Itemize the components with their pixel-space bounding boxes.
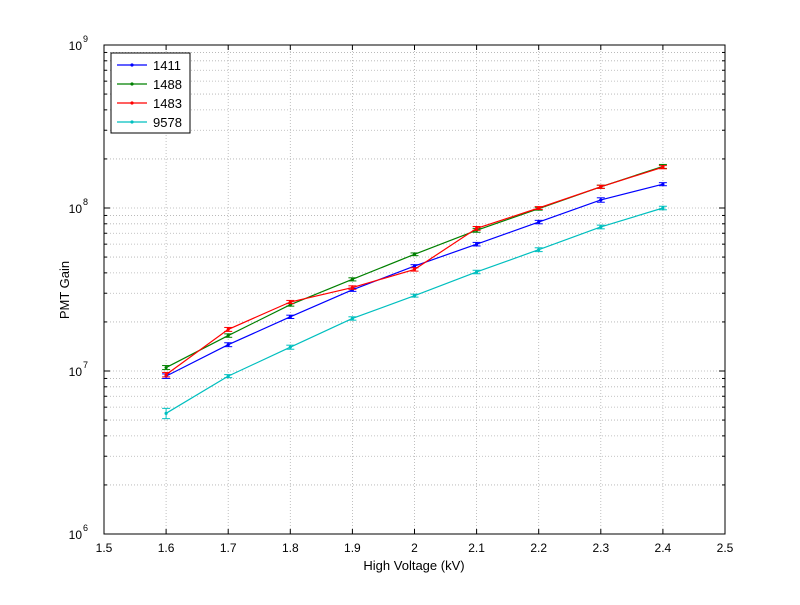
- x-tick-label: 1.7: [220, 541, 237, 555]
- data-point-1411: [661, 182, 665, 186]
- data-point-1411: [226, 343, 230, 347]
- x-tick-label: 1.6: [158, 541, 175, 555]
- legend: 1411 1488 1483 9578: [110, 52, 191, 134]
- data-point-1411: [475, 242, 479, 246]
- series-layer: [162, 163, 667, 420]
- plot-area: [104, 45, 725, 534]
- x-tick-label: 1.9: [344, 541, 361, 555]
- y-tick-label-exponent: 7: [83, 360, 88, 370]
- legend-marker-9578: [130, 120, 134, 124]
- legend-label: 1483: [153, 96, 182, 111]
- y-tick-label-exponent: 9: [83, 34, 88, 44]
- data-point-1483: [164, 373, 168, 377]
- data-point-1483: [661, 165, 665, 169]
- y-tick-label-exponent: 6: [83, 523, 88, 533]
- legend-marker-1411: [130, 63, 134, 67]
- y-tick-label-base: 10: [69, 365, 83, 379]
- data-point-1411: [537, 220, 541, 224]
- data-point-1488: [350, 277, 354, 281]
- data-point-1483: [537, 206, 541, 210]
- y-tick-label-base: 10: [69, 528, 83, 542]
- data-point-1483: [599, 185, 603, 189]
- data-point-1483: [226, 327, 230, 331]
- legend-marker-1488: [130, 82, 134, 86]
- x-tick-label: 2.2: [530, 541, 547, 555]
- y-tick-label-base: 10: [69, 202, 83, 216]
- x-axis-label: High Voltage (kV): [363, 558, 464, 573]
- x-tick-label: 1.8: [282, 541, 299, 555]
- data-point-1488: [226, 333, 230, 338]
- x-tick-label: 2.1: [468, 541, 485, 555]
- y-tick-label-base: 10: [69, 39, 83, 53]
- x-tick-label: 2.5: [717, 541, 734, 555]
- x-tick-label: 2.3: [592, 541, 609, 555]
- data-point-1483: [350, 285, 354, 290]
- data-point-1411: [412, 264, 417, 268]
- data-point-9578: [599, 225, 603, 229]
- legend-box: [110, 52, 191, 134]
- legend-label: 9578: [153, 115, 182, 130]
- data-point-9578: [475, 270, 479, 274]
- data-point-1483: [288, 300, 292, 304]
- legend-label: 1411: [153, 58, 181, 73]
- legend-label: 1488: [153, 77, 182, 92]
- data-point-1411: [599, 198, 603, 202]
- data-point-9578: [164, 411, 168, 415]
- data-point-1483: [475, 226, 479, 230]
- data-point-9578: [288, 345, 292, 349]
- data-point-9578: [537, 248, 541, 252]
- data-point-9578: [661, 206, 665, 210]
- legend-marker-1483: [130, 101, 134, 105]
- data-point-1483: [412, 267, 417, 272]
- data-point-9578: [412, 294, 417, 298]
- y-axis-label: PMT Gain: [57, 261, 72, 319]
- data-point-1411: [288, 315, 292, 319]
- data-point-9578: [226, 374, 230, 378]
- data-point-9578: [350, 316, 354, 321]
- data-point-1488: [412, 252, 417, 256]
- x-tick-label: 2: [411, 541, 418, 555]
- x-tick-label: 1.5: [96, 541, 113, 555]
- x-tick-label: 2.4: [655, 541, 672, 555]
- data-point-1488: [164, 365, 168, 370]
- y-tick-label-exponent: 8: [83, 197, 88, 207]
